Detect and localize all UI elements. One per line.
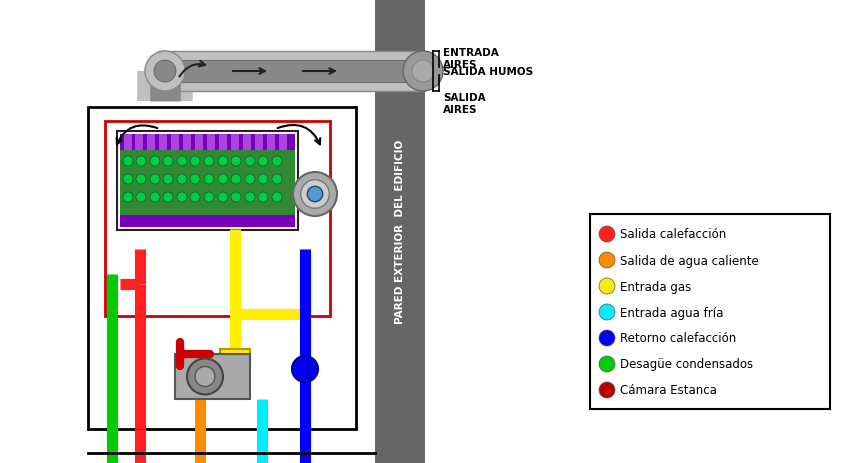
Text: SALIDA
AIRES: SALIDA AIRES bbox=[443, 93, 485, 114]
Circle shape bbox=[599, 330, 615, 346]
Circle shape bbox=[177, 193, 187, 203]
Text: PARED EXTERIOR  DEL EDIFICIO: PARED EXTERIOR DEL EDIFICIO bbox=[395, 139, 405, 324]
Circle shape bbox=[599, 356, 615, 372]
Circle shape bbox=[195, 367, 215, 387]
Circle shape bbox=[190, 193, 200, 203]
Circle shape bbox=[150, 193, 160, 203]
Bar bbox=[135, 135, 143, 150]
Text: Entrada agua fría: Entrada agua fría bbox=[620, 306, 723, 319]
Circle shape bbox=[258, 193, 268, 203]
Circle shape bbox=[136, 175, 146, 185]
Bar bbox=[158, 52, 425, 92]
Circle shape bbox=[163, 156, 173, 167]
Bar bbox=[105, 122, 330, 316]
Circle shape bbox=[412, 61, 434, 83]
Bar bbox=[220, 349, 250, 369]
Circle shape bbox=[293, 173, 337, 217]
Bar bbox=[120, 216, 295, 227]
Text: SALIDA HUMOS: SALIDA HUMOS bbox=[443, 67, 533, 77]
Text: Salida de agua caliente: Salida de agua caliente bbox=[620, 254, 759, 267]
Bar bbox=[159, 135, 167, 150]
Circle shape bbox=[599, 278, 615, 294]
Circle shape bbox=[123, 156, 133, 167]
Circle shape bbox=[245, 193, 255, 203]
Circle shape bbox=[150, 175, 160, 185]
Circle shape bbox=[163, 175, 173, 185]
Bar bbox=[279, 135, 287, 150]
Bar bbox=[175, 354, 250, 399]
Text: Desagüe condensados: Desagüe condensados bbox=[620, 358, 753, 371]
Circle shape bbox=[187, 359, 223, 394]
Bar bbox=[88, 108, 356, 429]
Bar bbox=[243, 135, 251, 150]
Circle shape bbox=[190, 156, 200, 167]
Circle shape bbox=[245, 156, 255, 167]
Circle shape bbox=[245, 175, 255, 185]
Circle shape bbox=[163, 193, 173, 203]
Circle shape bbox=[177, 175, 187, 185]
Circle shape bbox=[218, 156, 228, 167]
Circle shape bbox=[123, 193, 133, 203]
Circle shape bbox=[292, 356, 318, 382]
Circle shape bbox=[231, 175, 241, 185]
Circle shape bbox=[272, 193, 282, 203]
Circle shape bbox=[599, 252, 615, 269]
Bar bbox=[590, 214, 830, 409]
Circle shape bbox=[218, 193, 228, 203]
Bar bbox=[117, 131, 298, 231]
Circle shape bbox=[145, 52, 185, 92]
Circle shape bbox=[599, 226, 615, 243]
Circle shape bbox=[301, 180, 329, 209]
Circle shape bbox=[150, 156, 160, 167]
Bar bbox=[147, 135, 155, 150]
Circle shape bbox=[136, 156, 146, 167]
Bar bbox=[124, 135, 132, 150]
Circle shape bbox=[136, 193, 146, 203]
Circle shape bbox=[190, 175, 200, 185]
Circle shape bbox=[123, 175, 133, 185]
Circle shape bbox=[154, 61, 176, 83]
Circle shape bbox=[599, 382, 615, 398]
Circle shape bbox=[272, 156, 282, 167]
Circle shape bbox=[308, 187, 323, 202]
Text: Retorno calefacción: Retorno calefacción bbox=[620, 332, 736, 345]
Bar bbox=[375, 0, 425, 463]
Bar bbox=[231, 135, 239, 150]
Circle shape bbox=[231, 156, 241, 167]
Bar bbox=[255, 135, 263, 150]
Circle shape bbox=[403, 52, 443, 92]
Bar bbox=[195, 135, 203, 150]
Circle shape bbox=[258, 156, 268, 167]
Circle shape bbox=[204, 193, 214, 203]
Circle shape bbox=[231, 193, 241, 203]
Bar bbox=[219, 135, 227, 150]
Circle shape bbox=[204, 175, 214, 185]
Bar bbox=[267, 135, 275, 150]
Bar bbox=[207, 135, 215, 150]
Bar bbox=[171, 135, 179, 150]
Bar bbox=[178, 61, 430, 83]
Text: Salida calefacción: Salida calefacción bbox=[620, 228, 726, 241]
Bar bbox=[183, 135, 191, 150]
Circle shape bbox=[177, 156, 187, 167]
Circle shape bbox=[272, 175, 282, 185]
Text: Cámara Estanca: Cámara Estanca bbox=[620, 384, 717, 397]
Text: Entrada gas: Entrada gas bbox=[620, 280, 691, 293]
Circle shape bbox=[258, 175, 268, 185]
Circle shape bbox=[204, 156, 214, 167]
Circle shape bbox=[218, 175, 228, 185]
Text: ENTRADA
AIRES: ENTRADA AIRES bbox=[443, 48, 499, 69]
Circle shape bbox=[599, 304, 615, 320]
Bar bbox=[120, 135, 295, 150]
Bar bbox=[120, 150, 295, 216]
